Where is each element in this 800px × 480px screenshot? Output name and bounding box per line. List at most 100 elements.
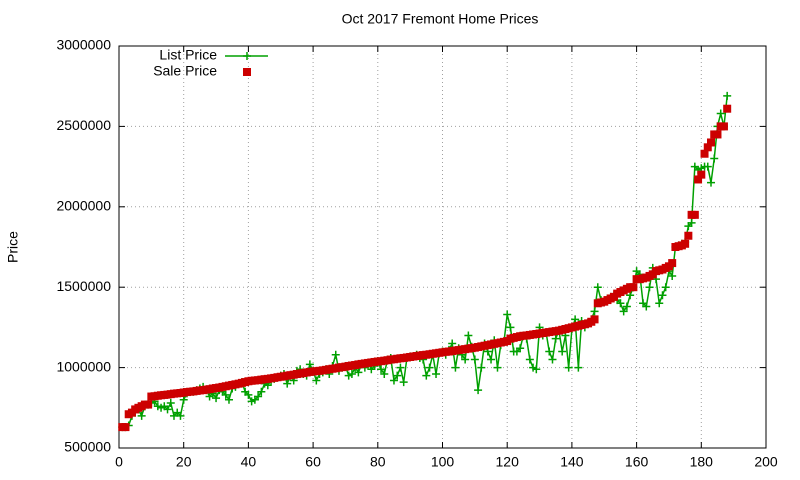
point-marker <box>707 138 716 147</box>
point-marker <box>254 392 263 401</box>
point-marker <box>703 162 712 171</box>
point-marker <box>396 363 405 372</box>
y-tick-label: 1500000 <box>56 278 111 294</box>
point-marker <box>393 371 402 380</box>
point-marker <box>713 130 722 139</box>
point-marker <box>221 390 230 399</box>
point-marker <box>422 371 431 380</box>
point-marker <box>525 355 534 364</box>
legend-label: Sale Price <box>153 63 217 79</box>
point-marker <box>681 239 690 248</box>
point-marker <box>212 394 221 403</box>
x-tick-label: 40 <box>241 454 257 470</box>
chart-title: Oct 2017 Fremont Home Prices <box>342 11 539 27</box>
point-marker <box>723 91 732 100</box>
point-marker <box>551 334 560 343</box>
point-marker <box>723 104 732 113</box>
y-tick-label: 2500000 <box>56 117 111 133</box>
point-marker <box>658 291 667 300</box>
x-tick-label: 20 <box>176 454 192 470</box>
point-marker <box>425 363 434 372</box>
point-marker <box>548 355 557 364</box>
point-marker <box>574 363 583 372</box>
point-marker <box>144 400 153 409</box>
point-marker <box>655 299 664 308</box>
point-marker <box>493 363 502 372</box>
point-marker <box>331 350 340 359</box>
point-marker <box>461 355 470 364</box>
point-marker <box>619 307 628 316</box>
point-marker <box>470 355 479 364</box>
point-marker <box>622 302 631 311</box>
point-marker <box>389 376 398 385</box>
x-tick-label: 140 <box>560 454 584 470</box>
point-marker <box>257 387 266 396</box>
point-marker <box>176 411 185 420</box>
point-marker <box>451 363 460 372</box>
point-marker <box>347 370 356 379</box>
point-marker <box>399 378 408 387</box>
legend-swatch <box>243 52 251 60</box>
point-marker <box>477 363 486 372</box>
point-marker <box>448 339 457 348</box>
y-tick-label: 3000000 <box>56 37 111 53</box>
legend-label: List Price <box>159 47 217 63</box>
point-marker <box>474 386 483 395</box>
point-marker <box>642 302 651 311</box>
point-marker <box>629 283 638 292</box>
point-marker <box>690 210 699 219</box>
legend-swatch <box>243 68 251 76</box>
x-tick-label: 120 <box>496 454 520 470</box>
x-tick-label: 0 <box>115 454 123 470</box>
point-marker <box>590 307 599 316</box>
point-marker <box>224 395 233 404</box>
point-marker <box>707 178 716 187</box>
point-marker <box>616 299 625 308</box>
point-marker <box>558 347 567 356</box>
point-marker <box>283 379 292 388</box>
point-marker <box>703 143 712 152</box>
point-marker <box>532 365 541 374</box>
point-marker <box>645 283 654 292</box>
x-tick-label: 100 <box>431 454 455 470</box>
point-marker <box>545 347 554 356</box>
series-line <box>122 95 728 428</box>
point-marker <box>137 411 146 420</box>
point-marker <box>163 405 172 414</box>
point-marker <box>312 376 321 385</box>
point-marker <box>687 218 696 227</box>
point-marker <box>719 122 728 131</box>
y-tick-label: 1000000 <box>56 358 111 374</box>
plot-frame <box>118 45 767 449</box>
y-axis-label: Price <box>5 231 21 263</box>
point-marker <box>121 423 130 432</box>
x-tick-label: 80 <box>370 454 386 470</box>
point-marker <box>377 365 386 374</box>
point-marker <box>593 283 602 292</box>
x-tick-label: 200 <box>754 454 778 470</box>
x-tick-label: 60 <box>305 454 321 470</box>
point-marker <box>516 344 525 353</box>
point-marker <box>380 370 389 379</box>
point-marker <box>710 154 719 163</box>
point-marker <box>668 271 677 280</box>
point-marker <box>506 323 515 332</box>
point-marker <box>166 398 175 407</box>
y-tick-label: 500000 <box>64 439 111 455</box>
point-marker <box>590 315 599 324</box>
point-marker <box>432 370 441 379</box>
point-marker <box>684 231 693 240</box>
point-marker <box>503 310 512 319</box>
point-marker <box>716 109 725 118</box>
point-marker <box>661 283 670 292</box>
x-tick-label: 160 <box>625 454 649 470</box>
point-marker <box>354 368 363 377</box>
point-marker <box>700 149 709 158</box>
point-marker <box>179 395 188 404</box>
point-marker <box>244 390 253 399</box>
point-marker <box>464 331 473 340</box>
point-marker <box>564 363 573 372</box>
x-tick-label: 180 <box>690 454 714 470</box>
point-marker <box>668 259 677 268</box>
